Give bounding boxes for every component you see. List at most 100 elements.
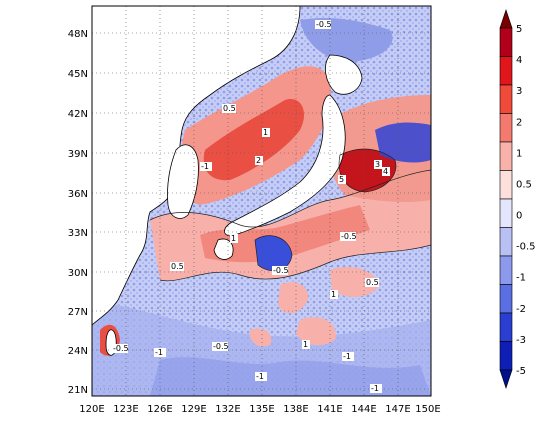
colorbar-swatch [499, 113, 513, 143]
contour-label: -1 [154, 348, 166, 357]
lon-label: 138E [283, 404, 308, 415]
svg-text:0.5: 0.5 [171, 262, 184, 271]
colorbar-swatch [499, 141, 513, 171]
contour-label: 1 [330, 290, 338, 299]
colorbar-swatch [499, 170, 513, 200]
korea-peninsula [167, 144, 199, 219]
colorbar-swatch [499, 341, 513, 371]
contour-label: 1 [230, 234, 238, 243]
svg-text:-0.5: -0.5 [341, 232, 357, 241]
svg-text:-0.5: -0.5 [113, 344, 129, 353]
colorbar-swatch [499, 84, 513, 114]
svg-text:1: 1 [231, 234, 236, 243]
colorbar-tick-label: 0 [516, 211, 522, 222]
svg-text:4: 4 [383, 167, 388, 176]
colorbar-swatch [499, 284, 513, 314]
landmass [92, 6, 363, 356]
svg-text:-0.5: -0.5 [273, 266, 289, 275]
colorbar-swatch [499, 198, 513, 228]
colorbar-tick-label: -0.5 [516, 242, 536, 253]
lon-label: 126E [147, 404, 172, 415]
lat-label: 21N [68, 385, 88, 396]
svg-text:1: 1 [331, 290, 336, 299]
contour-label: 2 [255, 156, 263, 165]
svg-text:-1: -1 [256, 372, 264, 381]
lat-label: 24N [68, 346, 88, 357]
contour-label: -1 [370, 384, 382, 393]
map-panel: -0.5 0.5 1 2 -1 3 4 5 -0.5 1 -0.5 0.5 1 … [92, 6, 431, 396]
svg-text:-1: -1 [343, 352, 351, 361]
lon-label: 147E [385, 404, 410, 415]
japan-honshu [224, 94, 346, 237]
colorbar-swatch [499, 312, 513, 342]
lat-label: 27N [68, 307, 88, 318]
lon-label: 123E [113, 404, 138, 415]
contour-label: 5 [338, 175, 346, 184]
lat-label: 48N [68, 29, 88, 40]
lat-label: 39N [68, 149, 88, 160]
lon-label: 132E [215, 404, 240, 415]
contour-label: 3 [374, 160, 382, 169]
contour-label: 1 [302, 340, 310, 349]
svg-text:2: 2 [256, 156, 261, 165]
colorbar-bottom-arrow [499, 369, 513, 389]
lat-axis: 48N 45N 42N 39N 36N 33N 30N 27N 24N 21N [68, 29, 88, 396]
lon-axis: 120E 123E 126E 129E 132E 135E 138E 141E … [79, 404, 440, 415]
lon-label: 135E [249, 404, 274, 415]
lat-label: 33N [68, 228, 88, 239]
lon-label: 129E [181, 404, 206, 415]
svg-text:-1: -1 [155, 348, 163, 357]
lon-label: 150E [415, 404, 440, 415]
colorbar-tick-label: -3 [516, 335, 526, 346]
colorbar-tick-label: 5 [516, 24, 522, 35]
lon-label: 120E [79, 404, 104, 415]
lat-label: 45N [68, 69, 88, 80]
lon-label: 144E [351, 404, 376, 415]
lat-label: 42N [68, 109, 88, 120]
contour-label: 0.5 [170, 262, 184, 271]
contour-label: -0.5 [212, 342, 229, 351]
lat-label: 30N [68, 268, 88, 279]
contour-label: 1 [262, 128, 270, 137]
colorbar-top-arrow [499, 9, 513, 29]
colorbar-tick-label: -1 [516, 273, 526, 284]
contour-label: -0.5 [340, 232, 357, 241]
cold-eddy [255, 235, 292, 271]
lon-label: 141E [317, 404, 342, 415]
svg-text:3: 3 [375, 160, 380, 169]
colorbar-tick-label: -5 [516, 366, 526, 377]
lat-label: 36N [68, 189, 88, 200]
svg-text:-1: -1 [371, 384, 379, 393]
colorbar-tick-label: -2 [516, 304, 526, 315]
colorbar-swatch [499, 27, 513, 57]
svg-text:0.5: 0.5 [223, 104, 236, 113]
graticule [92, 6, 431, 396]
contour-labels: -0.5 0.5 1 2 -1 3 4 5 -0.5 1 -0.5 0.5 1 … [112, 20, 390, 393]
colorbar-tick-label: 3 [516, 86, 522, 97]
colorbar-tick-label: 1 [516, 148, 522, 159]
contour-label: -0.5 [315, 20, 332, 29]
contour-label: -1 [255, 372, 267, 381]
svg-text:5: 5 [339, 175, 344, 184]
contour-label: 0.5 [222, 104, 236, 113]
contour-label: 4 [382, 167, 390, 176]
contour-label: 0.5 [365, 278, 379, 287]
colorbar-swatch [499, 255, 513, 285]
colorbar-tick-label: 0.5 [516, 179, 532, 190]
svg-text:-0.5: -0.5 [213, 342, 229, 351]
contour-label: -1 [200, 162, 212, 171]
svg-text:-1: -1 [201, 162, 209, 171]
colorbar: 5 4 3 2 1 0.5 0 -0.5 -1 -2 -3 -5 [499, 9, 536, 389]
colorbar-tick-label: 2 [516, 117, 522, 128]
contour-label: -0.5 [112, 344, 129, 353]
colorbar-swatch [499, 227, 513, 257]
svg-text:-0.5: -0.5 [316, 20, 332, 29]
svg-text:1: 1 [303, 340, 308, 349]
colorbar-swatch [499, 56, 513, 86]
colorbar-tick-label: 4 [516, 55, 522, 66]
contour-label: -1 [342, 352, 354, 361]
svg-text:1: 1 [263, 128, 268, 137]
map-frame [91, 5, 432, 397]
japan-hokkaido [325, 54, 363, 95]
